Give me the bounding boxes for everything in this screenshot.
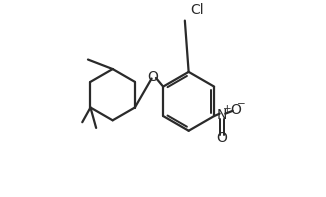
Text: −: − [237, 99, 246, 109]
Text: O: O [216, 131, 227, 145]
Text: N: N [217, 108, 227, 122]
Text: +: + [223, 104, 231, 114]
Text: O: O [147, 70, 158, 84]
Text: O: O [231, 103, 242, 117]
Text: Cl: Cl [190, 3, 204, 17]
